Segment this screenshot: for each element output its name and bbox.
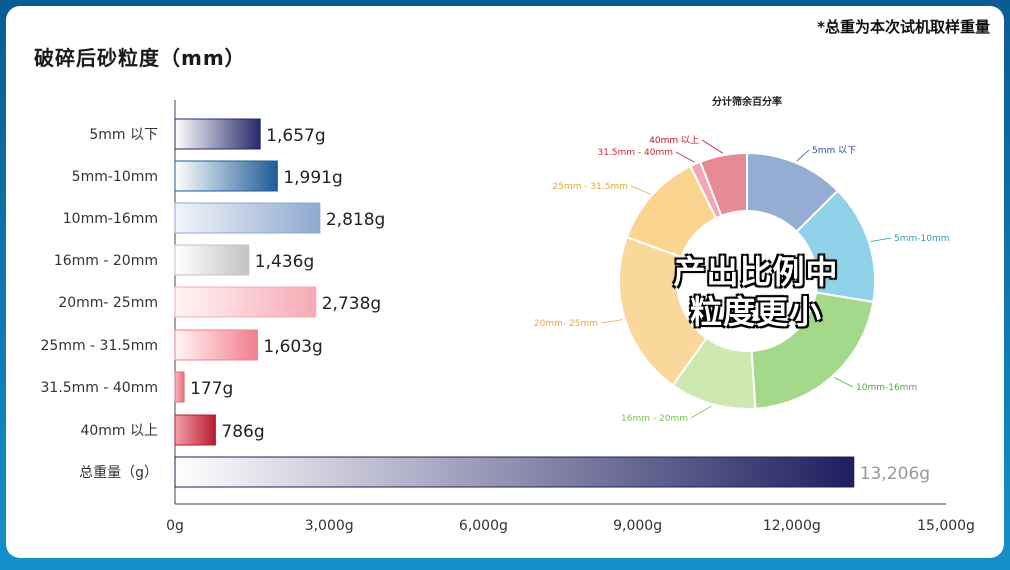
- x-tick-label-3: 9,000g: [613, 518, 662, 534]
- pie-title: 分计筛余百分率: [712, 95, 782, 108]
- bar-3: [174, 244, 250, 276]
- pie-label-0: 5mm 以下: [812, 146, 856, 156]
- pie-leader-3: [690, 405, 712, 419]
- overlay-line-2: 粒度更小: [689, 293, 822, 331]
- pie-leader-2: [834, 377, 854, 388]
- category-label-8: 总重量（g）: [79, 465, 158, 481]
- pie-label-6: 31.5mm - 40mm: [597, 148, 673, 158]
- x-tick-label-4: 12,000g: [763, 518, 821, 534]
- pie-label-4: 20mm- 25mm: [534, 319, 598, 329]
- value-label-0: 1,657g: [266, 126, 325, 146]
- x-tick-label-1: 3,000g: [305, 518, 354, 534]
- pie-label-2: 10mm-16mm: [856, 383, 917, 393]
- overlay-caption: 产出比例中 粒度更小: [646, 252, 866, 332]
- overlay-line-1: 产出比例中: [673, 253, 839, 291]
- category-label-6: 31.5mm - 40mm: [41, 380, 159, 396]
- category-label-2: 10mm-16mm: [63, 211, 158, 227]
- value-label-7: 786g: [221, 422, 264, 442]
- bar-1: [174, 160, 278, 192]
- sample-note: *总重为本次试机取样重量: [817, 18, 990, 36]
- pie-leader-1: [870, 237, 892, 242]
- pie-leader-7: [701, 139, 724, 154]
- bar-7: [174, 414, 216, 446]
- pie-leader-6: [675, 151, 695, 163]
- category-label-7: 40mm 以上: [80, 423, 158, 439]
- chart-card: 破碎后砂粒度（mm） *总重为本次试机取样重量 5mm 以下 1,657g 5mm-…: [6, 6, 1004, 558]
- bar-8: [174, 456, 855, 488]
- x-tick-label-5: 15,000g: [917, 518, 975, 534]
- bar-5: [174, 329, 258, 361]
- x-tick-label-0: 0g: [166, 518, 184, 534]
- pie-label-7: 40mm 以上: [649, 135, 699, 146]
- bar-2: [174, 202, 321, 234]
- chart-canvas: 5mm 以下 1,657g 5mm-10mm 1,991g 10mm-16mm 2,818…: [41, 95, 975, 534]
- value-label-8: 13,206g: [860, 464, 930, 484]
- category-label-1: 5mm-10mm: [72, 169, 158, 185]
- value-label-5: 1,603g: [263, 337, 322, 357]
- pie-label-5: 25mm - 31.5mm: [552, 182, 628, 192]
- pie-leader-4: [600, 319, 623, 324]
- value-label-6: 177g: [190, 379, 233, 399]
- x-tick-label-2: 6,000g: [459, 518, 508, 534]
- bar-6: [174, 371, 185, 403]
- pie-leader-5: [630, 185, 651, 195]
- page-title: 破碎后砂粒度（mm）: [34, 46, 246, 70]
- pie-slice-7: [698, 151, 748, 218]
- category-label-5: 25mm - 31.5mm: [41, 338, 159, 354]
- bar-4: [174, 286, 317, 318]
- pie-slice-2: [750, 291, 875, 410]
- category-label-3: 16mm - 20mm: [54, 253, 158, 269]
- value-label-3: 1,436g: [255, 252, 314, 272]
- category-label-4: 20mm- 25mm: [58, 295, 158, 311]
- bar-0: [174, 118, 261, 150]
- pie-label-1: 5mm-10mm: [894, 234, 950, 244]
- pie-leader-0: [796, 149, 810, 162]
- value-label-1: 1,991g: [283, 168, 342, 188]
- category-label-0: 5mm 以下: [89, 127, 158, 143]
- value-label-2: 2,818g: [326, 210, 385, 230]
- value-label-4: 2,738g: [322, 294, 381, 314]
- pie-label-3: 16mm - 20mm: [621, 414, 688, 424]
